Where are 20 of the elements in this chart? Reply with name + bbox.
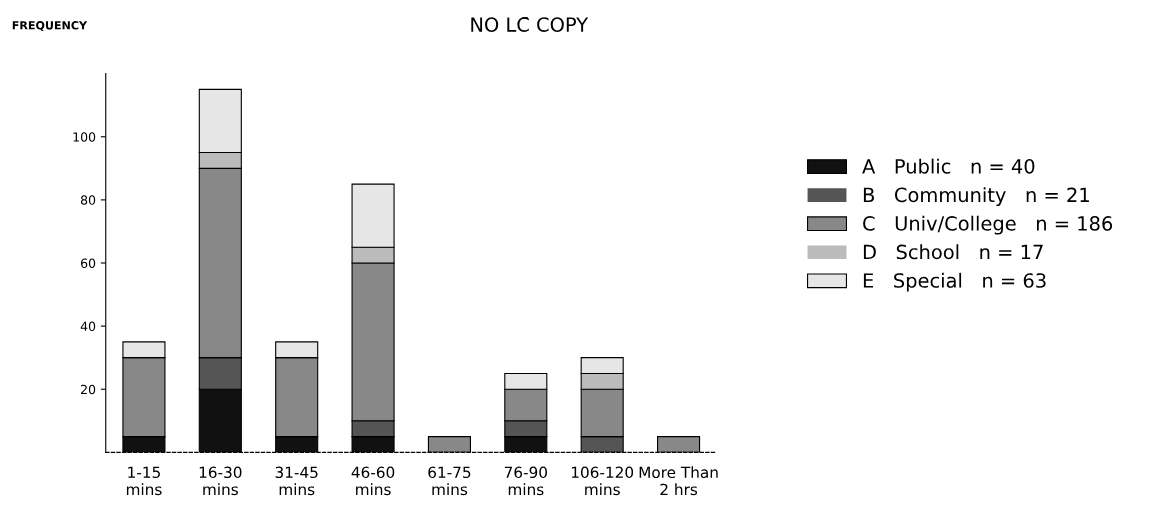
- y-tick-label: 80: [80, 195, 96, 205]
- chart-title: NO LC̄ COPY: [471, 17, 589, 32]
- y-tick-label: 40: [80, 321, 96, 332]
- legend-label: C Univ/College n = 186: [863, 215, 1113, 235]
- y-tick-label: 20: [81, 384, 96, 395]
- legend-label: E Special n = 63: [863, 272, 1046, 292]
- x-tick-label: 1-15 mins: [126, 466, 162, 496]
- y-tick-label: 60: [80, 258, 96, 268]
- y-tick-label: 100: [73, 132, 96, 142]
- x-tick-label: More Than 2 hrs: [639, 466, 718, 496]
- x-tick-label: 31-45 mins: [275, 466, 318, 496]
- x-tick-label: 76-90 mins: [504, 466, 547, 496]
- x-tick-label: 106-120 mins: [571, 466, 634, 496]
- legend-label: D School n = 17: [863, 244, 1043, 260]
- x-tick-label: 16-30 mins: [199, 466, 242, 496]
- x-tick-label: 46-60 mins: [351, 466, 395, 496]
- legend-label: A Public n = 40: [862, 158, 1035, 174]
- y-axis-title: FREQUENCY: [12, 21, 88, 31]
- legend-label: B Community n = 21: [863, 187, 1089, 206]
- x-tick-label: 61-75 mins: [428, 466, 471, 496]
